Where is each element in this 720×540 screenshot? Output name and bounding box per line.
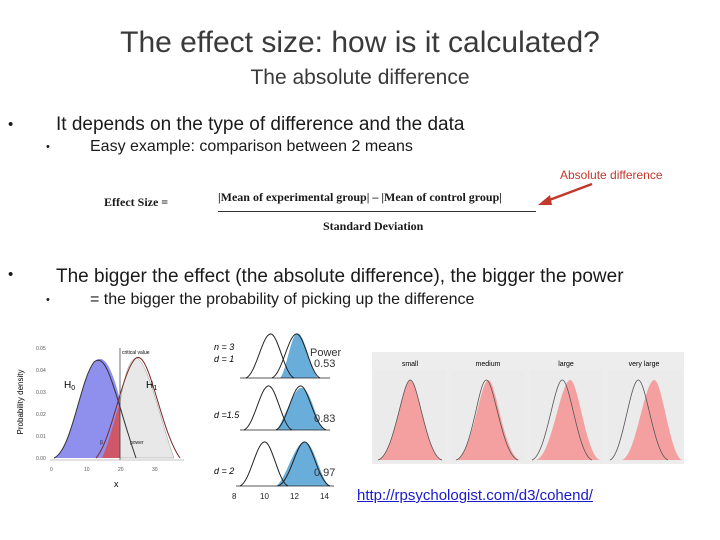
y-tick: 0.00 bbox=[36, 456, 46, 462]
svg-text:medium: medium bbox=[476, 361, 501, 368]
effect-panel-medium: medium bbox=[452, 361, 524, 462]
cohend-link[interactable]: http://rpsychologist.com/d3/cohend/ bbox=[357, 487, 593, 504]
sub-bullet-text: = the bigger the probability of picking … bbox=[90, 291, 475, 308]
h0-label: H0 bbox=[64, 380, 75, 392]
annotation-arrow-icon bbox=[538, 182, 593, 205]
h1-label: H1 bbox=[146, 380, 157, 392]
svg-text:very large: very large bbox=[629, 361, 660, 368]
effect-panel-small: small bbox=[374, 361, 446, 462]
y-tick: 0.05 bbox=[36, 346, 46, 352]
svg-text:n = 3: n = 3 bbox=[214, 342, 234, 352]
x-tick: 8 bbox=[232, 492, 237, 501]
slide-title: The effect size: how is it calculated? bbox=[120, 26, 600, 59]
formula-denominator: Standard Deviation bbox=[323, 219, 424, 233]
formula-numerator: |Mean of experimental group| – |Mean of … bbox=[218, 190, 502, 204]
x-tick: 14 bbox=[320, 492, 329, 501]
svg-text:0.53: 0.53 bbox=[314, 358, 335, 370]
y-tick: 0.04 bbox=[36, 368, 46, 374]
svg-text:0.97: 0.97 bbox=[314, 467, 335, 479]
svg-text:d = 2: d = 2 bbox=[214, 466, 234, 476]
x-tick: 30 bbox=[152, 467, 158, 473]
cohens-d-panels-figure: small medium large very large bbox=[372, 352, 684, 464]
y-tick: 0.01 bbox=[36, 434, 46, 440]
bullet-marker: • bbox=[8, 116, 14, 133]
slide-subtitle: The absolute difference bbox=[250, 66, 470, 89]
hypothesis-distribution-figure: Probability density 0.05 0.04 0.03 0.02 … bbox=[14, 340, 192, 490]
svg-text:large: large bbox=[558, 361, 574, 368]
sub-bullet-text: Easy example: comparison between 2 means bbox=[90, 138, 413, 155]
power-panel: n = 3 d = 1 0.53 bbox=[214, 333, 335, 379]
y-tick: 0.02 bbox=[36, 412, 46, 418]
svg-text:0.83: 0.83 bbox=[314, 413, 335, 425]
effect-panel-large: large bbox=[530, 361, 602, 462]
power-panel: d =1.5 0.83 bbox=[214, 385, 335, 431]
critical-value-label: critical value bbox=[122, 350, 150, 356]
svg-text:d = 1: d = 1 bbox=[214, 354, 234, 364]
bullet-marker: • bbox=[8, 266, 14, 283]
bullet-text: The bigger the effect (the absolute diff… bbox=[56, 266, 624, 287]
x-tick: 10 bbox=[260, 492, 269, 501]
x-tick: 0 bbox=[50, 467, 53, 473]
sub-bullet-marker: • bbox=[46, 141, 50, 153]
bullet-text: It depends on the type of difference and… bbox=[56, 114, 465, 135]
power-panels-figure: Power n = 3 d = 1 0.53 d =1.5 0.83 d = 2… bbox=[210, 330, 355, 502]
x-tick: 20 bbox=[118, 467, 124, 473]
power-title: Power bbox=[310, 347, 342, 359]
absolute-difference-annotation: Absolute difference bbox=[560, 168, 663, 182]
x-tick: 12 bbox=[290, 492, 299, 501]
power-panel: d = 2 0.97 bbox=[214, 441, 335, 487]
effect-panel-very-large: very large bbox=[608, 361, 682, 462]
x-tick: 10 bbox=[84, 467, 90, 473]
y-tick: 0.03 bbox=[36, 390, 46, 396]
sub-bullet-marker: • bbox=[46, 294, 50, 306]
formula-fraction-bar bbox=[218, 211, 536, 212]
figure-ylabel: Probability density bbox=[16, 370, 25, 435]
power-label: power bbox=[130, 440, 144, 446]
svg-text:d =1.5: d =1.5 bbox=[214, 410, 240, 420]
svg-text:small: small bbox=[402, 361, 419, 368]
beta-label: β bbox=[100, 440, 103, 446]
figure-xlabel: x bbox=[114, 479, 119, 489]
formula-label: Effect Size = bbox=[104, 195, 169, 209]
